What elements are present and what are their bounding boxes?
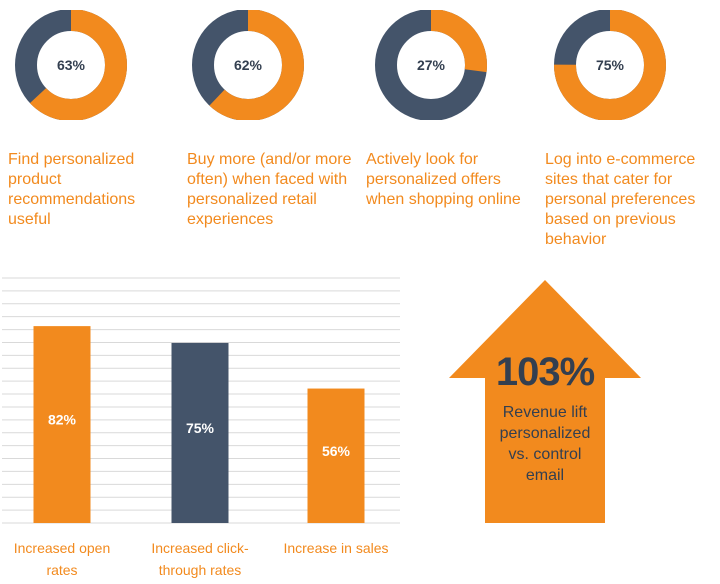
revenue-lift-text: Revenue lift personalized vs. control em…	[499, 404, 591, 484]
donut-3-percent: 27%	[416, 57, 446, 73]
donut-2-percent: 62%	[233, 57, 263, 73]
bar-2-value-label: 75%	[186, 420, 215, 436]
donut-1-value-arc	[15, 10, 127, 120]
donut-2-caption: Buy more (and/or more often) when faced …	[187, 151, 352, 228]
revenue-lift-callout: 103% Revenue lift personalized vs. contr…	[445, 280, 645, 525]
bar-1-value-label: 82%	[48, 412, 77, 428]
bar-1	[33, 326, 91, 523]
donut-4-caption: Log into e-commerce sites that cater for…	[545, 151, 696, 248]
bar-3-value-label: 56%	[322, 443, 351, 459]
donut-chart-4: 75%	[547, 10, 673, 120]
bar-chart: 82% Increased open rates 75% Increased click…	[2, 277, 400, 578]
donut-chart-3: 27%	[368, 10, 494, 120]
donut-1-svg	[15, 10, 127, 120]
donut-1-percent: 63%	[56, 57, 86, 73]
bar-2	[171, 342, 229, 523]
x-tick-label-2: Increased click-through rates	[151, 540, 249, 578]
donut-3-caption: Actively look for personalized offers wh…	[366, 151, 521, 208]
donut-3-value-arc	[375, 10, 487, 120]
up-arrow-icon	[449, 280, 641, 523]
donut-4-percent: 75%	[595, 57, 625, 73]
donut-1-caption: Find personalized product recommendation…	[8, 151, 136, 228]
revenue-lift-value: 103%	[495, 350, 595, 394]
donut-2-svg	[192, 10, 304, 120]
donut-chart-2: 62%	[185, 10, 311, 120]
x-tick-label-1: Increased open rates	[14, 540, 111, 578]
donut-4-value-arc	[554, 10, 666, 120]
bar-3	[307, 388, 365, 523]
donut-chart-1: 63%	[8, 10, 134, 120]
x-tick-label-3: Increase in sales	[283, 540, 388, 556]
donut-3-svg	[375, 10, 487, 120]
donut-4-svg	[554, 10, 666, 120]
donut-2-value-arc	[192, 10, 304, 120]
